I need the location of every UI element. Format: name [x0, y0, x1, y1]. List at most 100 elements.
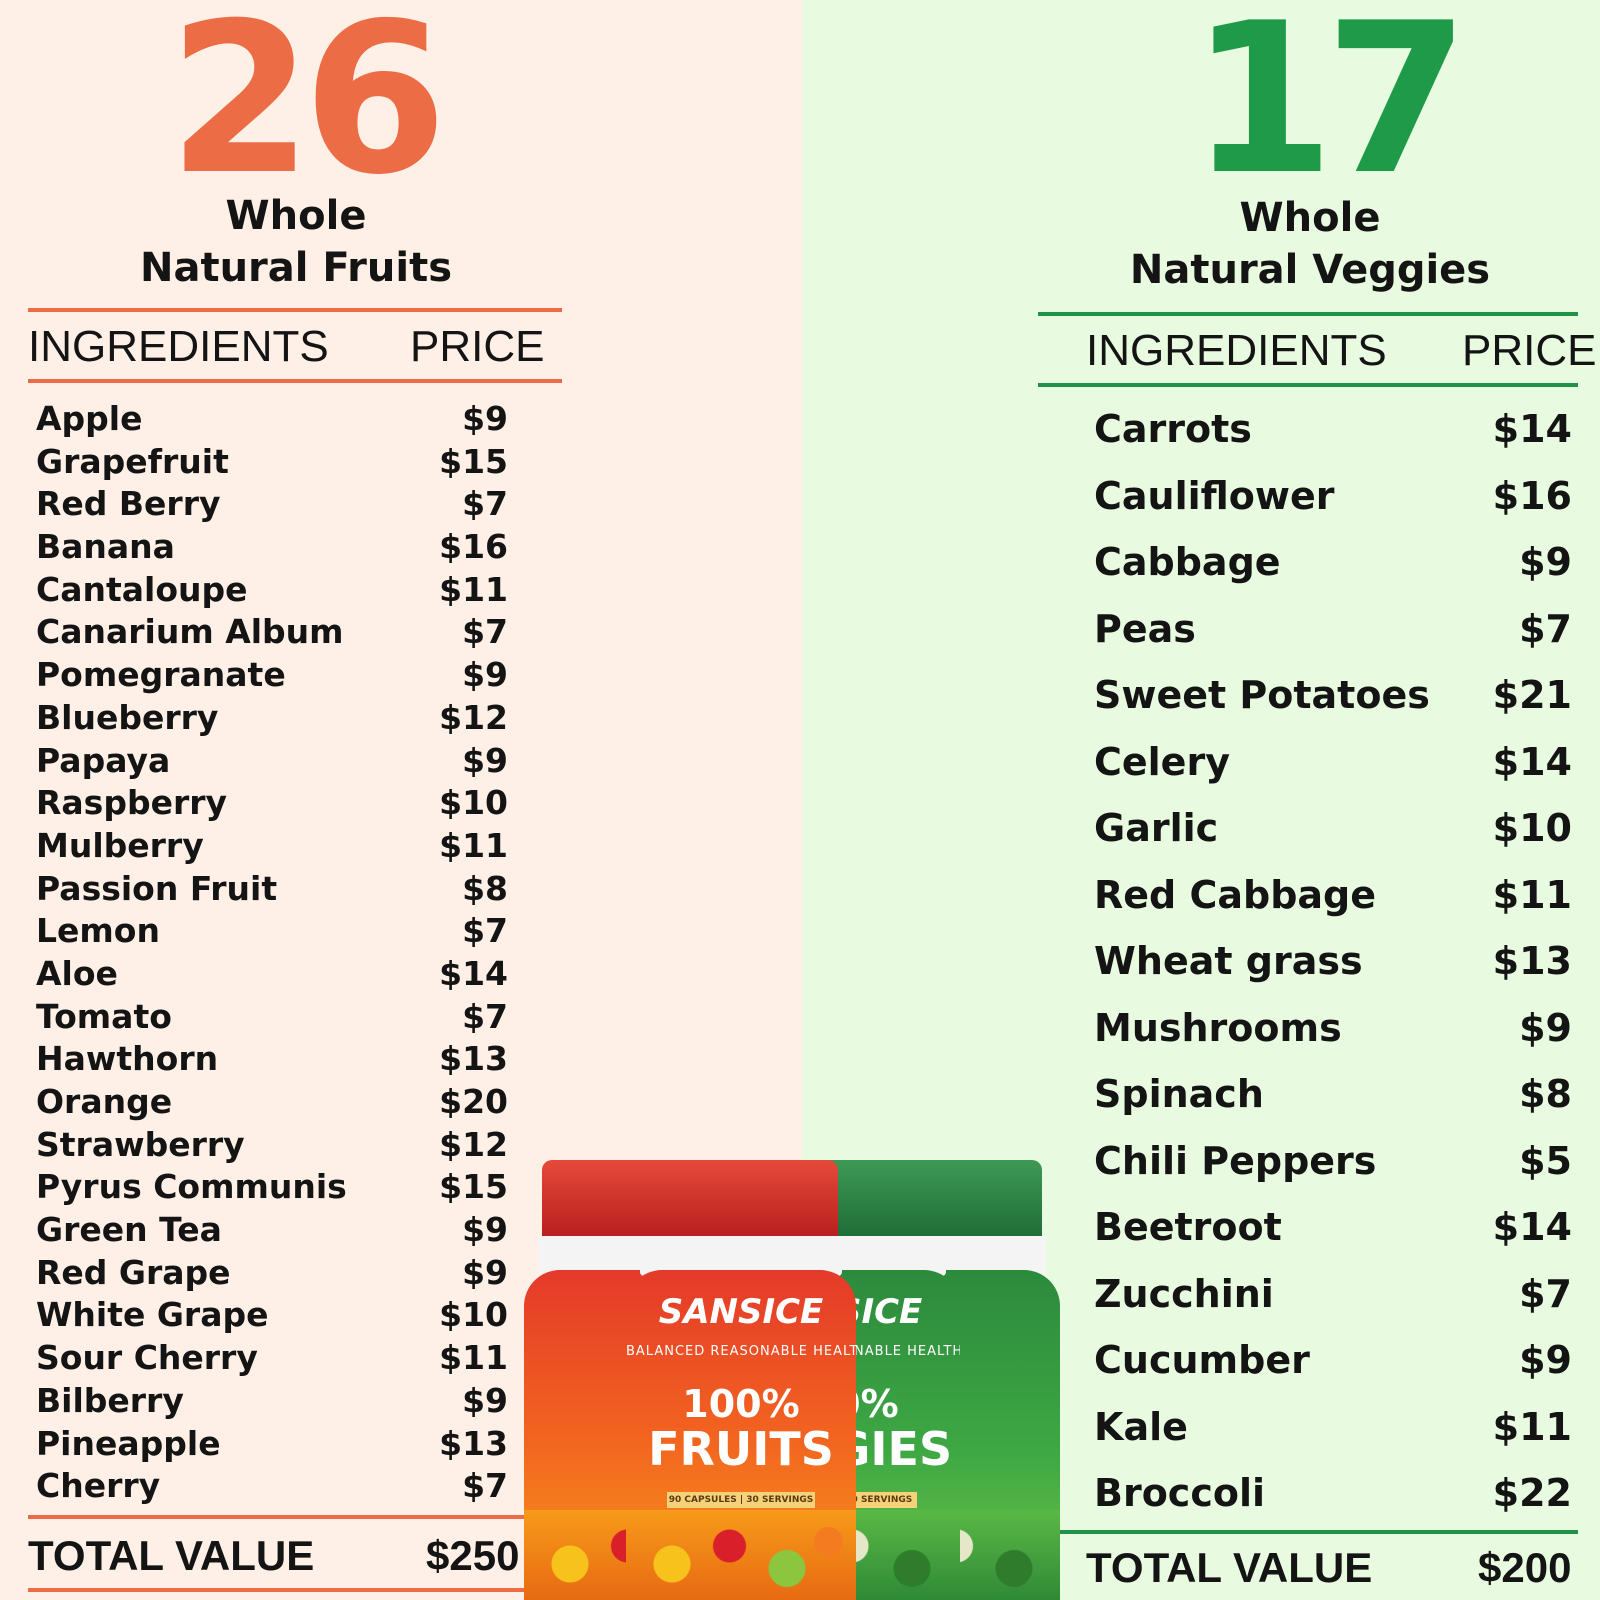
fruit-row: Blueberry $12 — [36, 697, 508, 740]
ingredient-name: Red Cabbage — [1094, 872, 1377, 917]
fruit-row: Banana $16 — [36, 526, 508, 569]
veggie-rule-top — [1038, 312, 1578, 316]
ingredient-price: $7 — [462, 484, 508, 524]
ingredient-name: Passion Fruit — [36, 868, 278, 908]
fruit-row: Apple $9 — [36, 398, 508, 441]
fruit-row: Passion Fruit $8 — [36, 868, 508, 911]
ingredient-name: Carrots — [1094, 407, 1252, 451]
ingredient-price: $12 — [439, 1124, 508, 1164]
ingredient-price: $13 — [1492, 939, 1572, 983]
ingredient-price: $14 — [439, 953, 508, 993]
ingredient-name: Celery — [1094, 739, 1230, 784]
veggie-row: Kale $11 — [1094, 1394, 1572, 1461]
ingredient-name: Cabbage — [1094, 540, 1281, 584]
veggie-row: Cabbage $9 — [1094, 529, 1572, 596]
ingredient-name: Sweet Potatoes — [1094, 673, 1430, 717]
ingredient-name: Mushrooms — [1094, 1005, 1342, 1050]
ingredient-name: Broccoli — [1094, 1471, 1266, 1515]
ingredient-name: Banana — [36, 527, 175, 567]
fruit-row: Pyrus Communis $15 — [36, 1166, 508, 1209]
ingredient-name: Blueberry — [36, 697, 219, 737]
ingredient-name: Pineapple — [36, 1423, 221, 1463]
fruit-percent: 100% — [682, 1382, 800, 1426]
ingredient-price: $7 — [462, 612, 508, 652]
ingredient-name: Sour Cherry — [36, 1338, 258, 1378]
bottle-label: SANSICE BALANCED REASONABLE HEALTHY 100%… — [626, 1270, 856, 1600]
veggie-rule-header — [1038, 383, 1578, 387]
product-bottles: SANSICE BALANCED REASONABLE HEALTHY 100%… — [524, 1160, 1080, 1600]
ingredient-name: Bilberry — [36, 1380, 184, 1420]
bottle-cap — [644, 1160, 838, 1240]
ingredient-name: Mulberry — [36, 825, 204, 865]
ingredient-name: Cucumber — [1094, 1338, 1310, 1382]
veggie-title: Whole Natural Veggies — [1100, 192, 1520, 296]
fruit-row: Raspberry $10 — [36, 782, 508, 825]
ingredient-price: $9 — [462, 399, 508, 438]
ingredient-price: $9 — [462, 1210, 508, 1250]
fruit-total-label: TOTAL VALUE — [28, 1532, 315, 1579]
ingredient-price: $11 — [1492, 872, 1572, 917]
veggie-row: Spinach $8 — [1094, 1061, 1572, 1128]
ingredient-price: $7 — [1519, 1271, 1572, 1316]
fruit-row: Papaya $9 — [36, 740, 508, 783]
fruit-total-value: $250 — [426, 1532, 520, 1579]
ingredient-name: Kale — [1094, 1404, 1188, 1449]
fruit-col-ingredients: INGREDIENTS — [28, 322, 329, 371]
fruit-row: Sour Cherry $11 — [36, 1337, 508, 1380]
veggie-title-line2: Natural Veggies — [1129, 247, 1491, 293]
veggie-row: Peas $7 — [1094, 596, 1572, 663]
ingredient-name: Aloe — [36, 953, 118, 993]
ingredient-name: Grapefruit — [36, 441, 229, 481]
ingredient-price: $15 — [439, 441, 508, 481]
veggie-row: Cucumber $9 — [1094, 1327, 1572, 1394]
ingredient-price: $7 — [462, 911, 508, 951]
veggie-row: Celery $14 — [1094, 729, 1572, 796]
ingredient-price: $9 — [462, 1380, 508, 1420]
fruit-bottle-front: SANSICE BALANCED REASONABLE HEALTHY 100%… — [626, 1160, 856, 1600]
veggie-row: Carrots $14 — [1094, 396, 1572, 463]
ingredient-price: $9 — [462, 655, 508, 695]
ingredient-price: $12 — [439, 697, 508, 737]
veggie-row: Wheat grass $13 — [1094, 928, 1572, 995]
ingredient-name: Cherry — [36, 1466, 161, 1506]
fruit-word: FRUITS — [648, 1422, 834, 1476]
fruit-row: Hawthorn $13 — [36, 1038, 508, 1081]
fruit-row: Cherry $7 — [36, 1465, 508, 1508]
bottle-tagline: BALANCED REASONABLE HEALTHY — [626, 1344, 856, 1359]
ingredient-name: Orange — [36, 1082, 173, 1121]
fruit-row: Grapefruit $15 — [36, 441, 508, 484]
veggie-row: Mushrooms $9 — [1094, 995, 1572, 1062]
ingredient-price: $10 — [1492, 806, 1572, 850]
ingredient-name: Papaya — [36, 740, 171, 780]
veggie-row: Zucchini $7 — [1094, 1261, 1572, 1328]
fruit-row: Pomegranate $9 — [36, 654, 508, 697]
ingredient-price: $14 — [1492, 739, 1572, 784]
veggie-total-label: TOTAL VALUE — [1086, 1544, 1373, 1591]
ingredient-price: $7 — [1519, 606, 1572, 651]
ingredient-name: Pomegranate — [36, 655, 286, 695]
ingredient-price: $9 — [1519, 540, 1572, 584]
ingredient-price: $22 — [1492, 1471, 1572, 1515]
fruit-row: Aloe $14 — [36, 953, 508, 996]
ingredient-price: $10 — [439, 1295, 508, 1335]
ingredient-price: $9 — [462, 1252, 508, 1292]
ingredient-price: $7 — [462, 996, 508, 1036]
ingredient-price: $14 — [1492, 1205, 1572, 1249]
ingredient-name: Spinach — [1094, 1072, 1264, 1116]
ingredient-price: $8 — [462, 868, 508, 908]
fruit-rule-header — [28, 379, 562, 383]
ingredient-price: $5 — [1519, 1138, 1572, 1183]
ingredient-price: $11 — [439, 569, 508, 609]
ingredient-name: Tomato — [36, 996, 172, 1036]
ingredient-price: $8 — [1519, 1072, 1572, 1116]
ingredient-name: Cantaloupe — [36, 569, 248, 609]
ingredient-name: Red Berry — [36, 484, 221, 524]
ingredient-name: Cauliflower — [1094, 473, 1335, 518]
ingredient-name: Beetroot — [1094, 1205, 1282, 1249]
ingredient-price: $21 — [1492, 673, 1572, 717]
veggie-col-ingredients: INGREDIENTS — [1086, 326, 1387, 375]
fruit-row: Tomato $7 — [36, 996, 508, 1039]
fruit-count: 26 — [168, 0, 447, 221]
fruit-row: Red Grape $9 — [36, 1252, 508, 1295]
ingredient-name: Canarium Album — [36, 612, 344, 652]
